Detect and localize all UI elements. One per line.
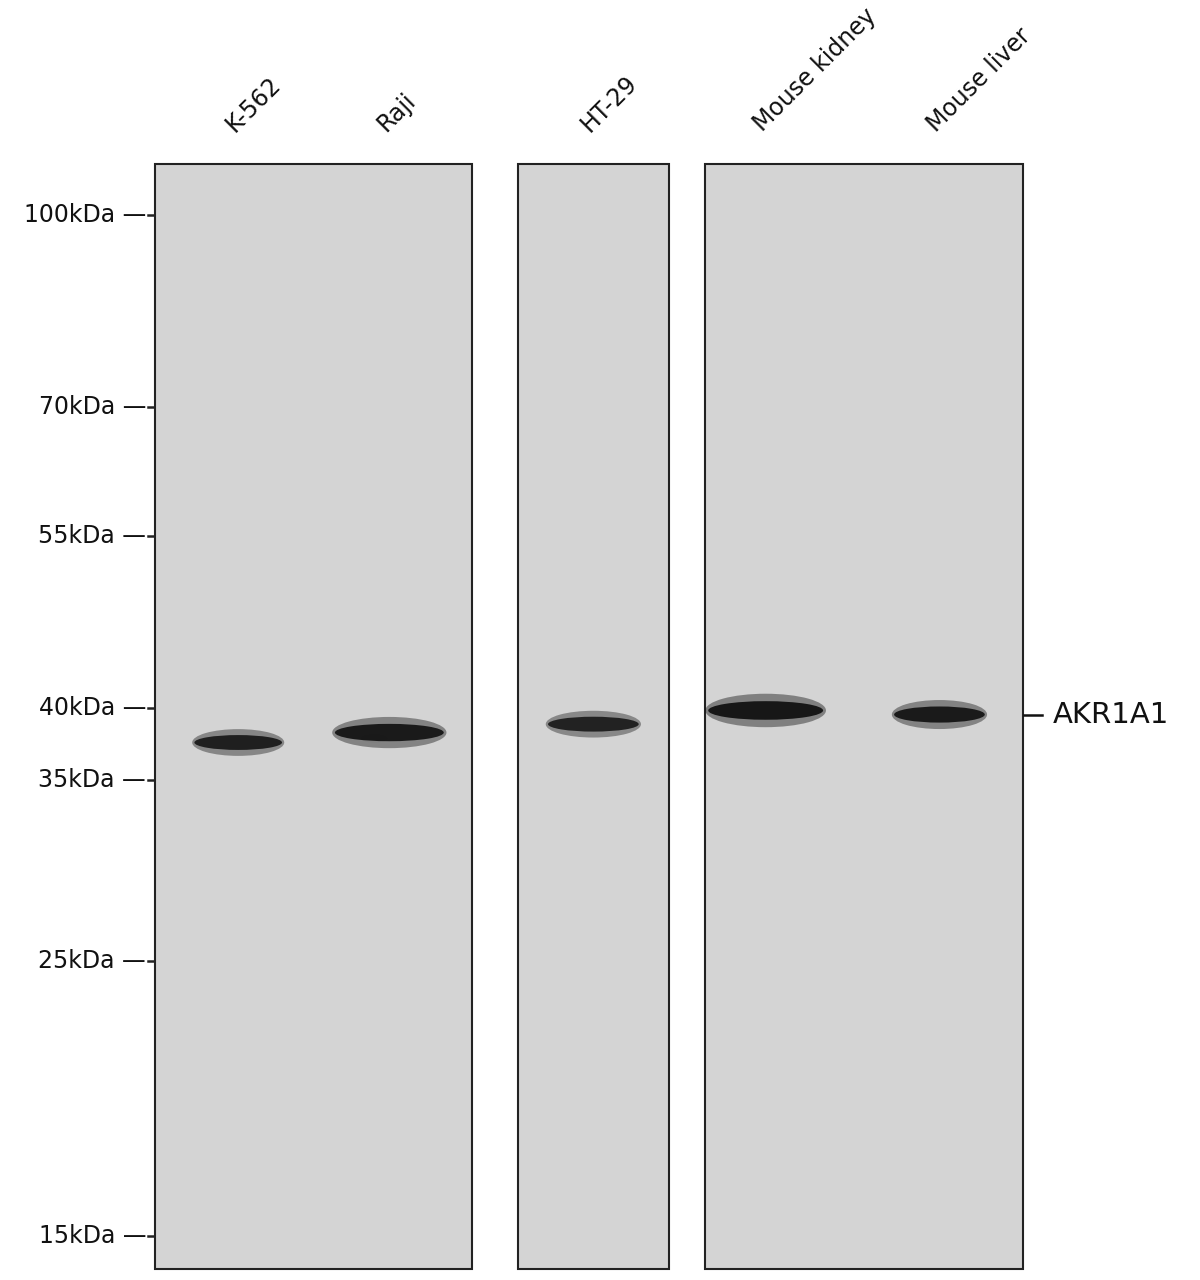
Ellipse shape	[892, 700, 988, 730]
Ellipse shape	[332, 717, 446, 749]
Text: HT-29: HT-29	[576, 70, 642, 137]
Ellipse shape	[194, 735, 282, 750]
Text: Mouse liver: Mouse liver	[923, 23, 1036, 137]
Text: 40kDa —: 40kDa —	[38, 696, 146, 719]
Ellipse shape	[361, 733, 388, 742]
Ellipse shape	[192, 730, 284, 756]
Ellipse shape	[335, 724, 444, 741]
Text: Raji: Raji	[372, 88, 420, 137]
Text: 15kDa —: 15kDa —	[38, 1224, 146, 1248]
Ellipse shape	[706, 694, 826, 727]
Text: Mouse kidney: Mouse kidney	[749, 4, 881, 137]
Ellipse shape	[894, 707, 985, 723]
Bar	[706, 164, 1022, 1270]
Ellipse shape	[546, 710, 641, 737]
Text: 55kDa —: 55kDa —	[38, 525, 146, 548]
Text: 25kDa —: 25kDa —	[38, 948, 146, 973]
Text: K-562: K-562	[221, 72, 286, 137]
Text: AKR1A1: AKR1A1	[1052, 700, 1169, 728]
Text: 100kDa —: 100kDa —	[24, 202, 146, 227]
Ellipse shape	[708, 701, 823, 719]
Text: 70kDa —: 70kDa —	[38, 394, 146, 419]
Bar	[155, 164, 473, 1270]
Text: 35kDa —: 35kDa —	[38, 768, 146, 791]
Bar	[517, 164, 668, 1270]
Ellipse shape	[548, 717, 638, 732]
